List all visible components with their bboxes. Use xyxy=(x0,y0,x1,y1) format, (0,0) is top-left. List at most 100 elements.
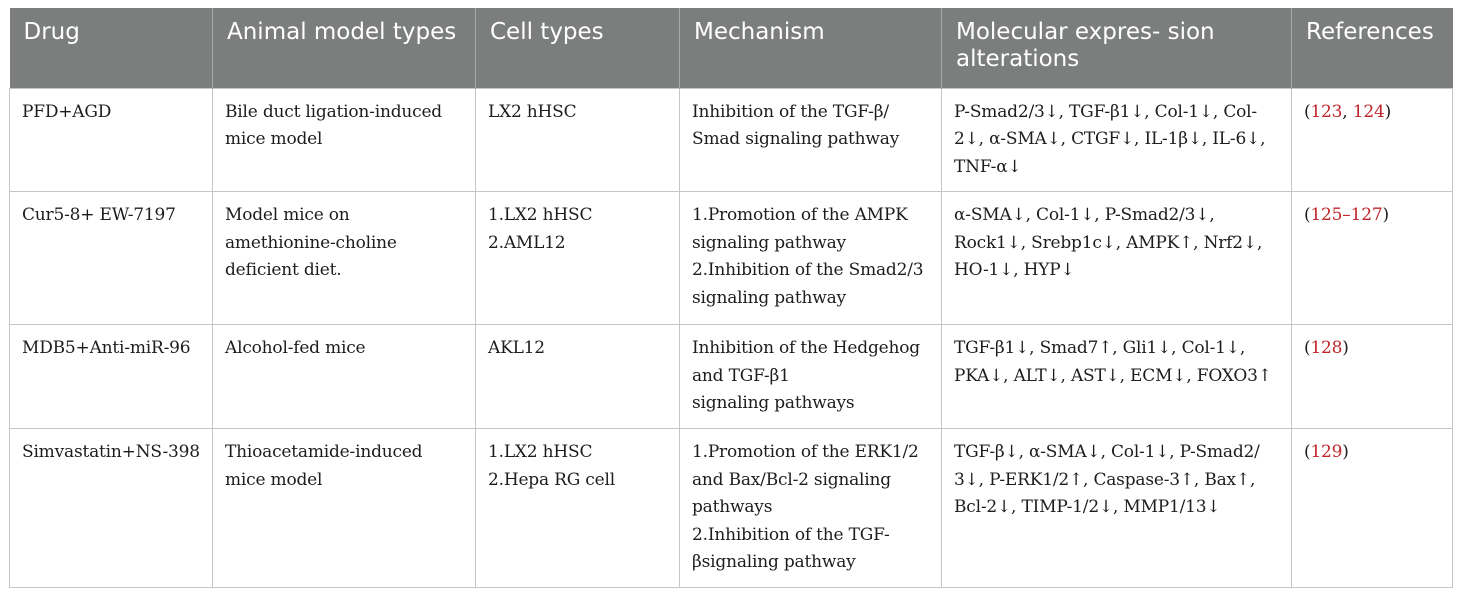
cell-line: 1.Promotion of the AMPK xyxy=(692,205,908,225)
cell-line: mice model xyxy=(225,469,323,490)
cell-line: Inhibition of the TGF-β/ xyxy=(692,101,889,122)
header-line: Cell types xyxy=(490,19,604,45)
cell-line: 2↓, α-SMA↓, CTGF↓, IL-1β↓, IL-6↓, xyxy=(954,129,1266,149)
reference-link[interactable]: 128 xyxy=(1310,338,1343,358)
header-line: Molecular expres- xyxy=(956,19,1161,45)
cell-line: mice model xyxy=(225,129,323,149)
cell-references: (128) xyxy=(1291,324,1453,429)
table-row: Simvastatin+NS-398 Thioacetamide-induced… xyxy=(9,428,1453,588)
cell-molecular-alterations: P-Smad2/3↓, TGF-β1↓, Col-1↓, Col- 2↓, α-… xyxy=(941,87,1292,192)
reference-link[interactable]: 129 xyxy=(1310,442,1343,462)
header-line: Mechanism xyxy=(694,19,825,45)
table-row: Cur5-8+ EW-7197 Model mice on amethionin… xyxy=(9,191,1453,325)
cell-line: signaling pathway xyxy=(692,232,846,253)
cell-cell-types: 1.LX2 hHSC 2.AML12 xyxy=(475,191,680,325)
cell-line: Bile duct ligation-induced xyxy=(225,101,442,122)
cell-line: deficient diet. xyxy=(225,260,342,280)
cell-line: 2.Hepa RG cell xyxy=(488,469,615,490)
cell-animal-model: Model mice on amethionine-choline defici… xyxy=(212,191,476,325)
cell-cell-types: AKL12 xyxy=(475,324,680,429)
table-row: PFD+AGD Bile duct ligation-induced mice … xyxy=(9,87,1453,192)
ref-paren-close: ) xyxy=(1342,338,1349,358)
reference-link[interactable]: 123 xyxy=(1310,101,1343,122)
ref-paren-close: ) xyxy=(1342,442,1349,462)
table-header-row: Drug Animal model types Cell types Mecha… xyxy=(9,8,1453,88)
cell-molecular-alterations: TGF-β1↓, Smad7↑, Gli1↓, Col-1↓, PKA↓, AL… xyxy=(941,324,1292,429)
cell-line: 2.Inhibition of the TGF- xyxy=(692,524,890,545)
cell-line: HO-1↓, HYP↓ xyxy=(954,260,1075,280)
cell-line: Alcohol-fed mice xyxy=(225,338,366,358)
cell-mechanism: 1.Promotion of the AMPK signaling pathwa… xyxy=(679,191,942,325)
cell-references: (125–127) xyxy=(1291,191,1453,325)
cell-line: Bcl-2↓, TIMP-1/2↓, MMP1/13↓ xyxy=(954,497,1221,517)
header-line: Animal xyxy=(227,19,307,45)
cell-line: P-Smad2/3↓, TGF-β1↓, Col-1↓, Col- xyxy=(954,101,1257,122)
cell-drug: Cur5-8+ EW-7197 xyxy=(9,191,213,325)
cell-line: 1.LX2 hHSC xyxy=(488,205,593,225)
cell-line: Model mice on xyxy=(225,205,350,225)
cell-molecular-alterations: TGF-β↓, α-SMA↓, Col-1↓, P-Smad2/ 3↓, P-E… xyxy=(941,428,1292,588)
cell-line: 2.AML12 xyxy=(488,232,566,253)
cell-line: Rock1↓, Srebp1c↓, AMPK↑, Nrf2↓, xyxy=(954,232,1263,253)
header-line: model types xyxy=(313,19,457,45)
header-line: sion alterations xyxy=(956,19,1215,72)
header-line: Drug xyxy=(23,19,80,45)
cell-line: TGF-β↓, α-SMA↓, Col-1↓, P-Smad2/ xyxy=(954,442,1260,462)
header-cell-types: Cell types xyxy=(475,8,680,88)
cell-line: 2.Inhibition of the Smad2/3 xyxy=(692,260,924,280)
header-line: References xyxy=(1306,19,1434,45)
cell-line: Simvastatin+NS-398 xyxy=(22,442,200,462)
header-drug: Drug xyxy=(9,8,213,88)
header-references: References xyxy=(1291,8,1453,88)
cell-animal-model: Bile duct ligation-induced mice model xyxy=(212,87,476,192)
drug-combination-table: Drug Animal model types Cell types Mecha… xyxy=(9,8,1453,588)
cell-line: Inhibition of the Hedgehog xyxy=(692,338,920,358)
ref-paren-open: ( xyxy=(1304,338,1311,358)
cell-mechanism: Inhibition of the Hedgehog and TGF-β1 si… xyxy=(679,324,942,429)
cell-line: PFD+AGD xyxy=(22,101,112,122)
ref-paren-close: ) xyxy=(1382,205,1389,225)
cell-line: 1.Promotion of the ERK1/2 xyxy=(692,442,919,462)
cell-line: TNF-α↓ xyxy=(954,156,1022,177)
reference-link[interactable]: 124 xyxy=(1352,101,1385,122)
cell-line: 3↓, P-ERK1/2↑, Caspase-3↑, Bax↑, xyxy=(954,469,1256,490)
cell-line: AKL12 xyxy=(488,338,545,358)
cell-line: pathways xyxy=(692,497,773,517)
cell-line: MDB5+Anti-miR-96 xyxy=(22,338,191,358)
cell-line: LX2 hHSC xyxy=(488,101,577,122)
cell-line: PKA↓, ALT↓, AST↓, ECM↓, FOXO3↑ xyxy=(954,365,1272,386)
drug-combination-table-container: Drug Animal model types Cell types Mecha… xyxy=(9,8,1453,588)
cell-references: (123, 124) xyxy=(1291,87,1453,192)
cell-line: Cur5-8+ EW-7197 xyxy=(22,205,176,225)
cell-line: amethionine-choline xyxy=(225,232,397,253)
reference-link[interactable]: 125–127 xyxy=(1310,205,1383,225)
cell-line: TGF-β1↓, Smad7↑, Gli1↓, Col-1↓, xyxy=(954,338,1246,358)
cell-drug: PFD+AGD xyxy=(9,87,213,192)
cell-line: and TGF-β1 xyxy=(692,365,790,386)
cell-mechanism: Inhibition of the TGF-β/ Smad signaling … xyxy=(679,87,942,192)
cell-drug: MDB5+Anti-miR-96 xyxy=(9,324,213,429)
header-mechanism: Mechanism xyxy=(679,8,942,88)
cell-drug: Simvastatin+NS-398 xyxy=(9,428,213,588)
cell-line: βsignaling pathway xyxy=(692,552,856,572)
cell-mechanism: 1.Promotion of the ERK1/2 and Bax/Bcl-2 … xyxy=(679,428,942,588)
cell-line: Thioacetamide-induced xyxy=(225,442,423,462)
cell-animal-model: Alcohol-fed mice xyxy=(212,324,476,429)
header-molecular-expression-alterations: Molecular expres- sion alterations xyxy=(941,8,1292,88)
ref-paren-open: ( xyxy=(1304,442,1311,462)
ref-paren-open: ( xyxy=(1304,101,1311,122)
header-animal-model-types: Animal model types xyxy=(212,8,476,88)
cell-line: and Bax/Bcl-2 signaling xyxy=(692,469,891,490)
ref-paren-close: ) xyxy=(1384,101,1392,122)
table-row: MDB5+Anti-miR-96 Alcohol-fed mice AKL12 … xyxy=(9,324,1453,429)
cell-line: 1.LX2 hHSC xyxy=(488,442,593,462)
cell-line: signaling pathways xyxy=(692,393,855,413)
cell-line: signaling pathway xyxy=(692,287,846,308)
cell-molecular-alterations: α-SMA↓, Col-1↓, P-Smad2/3↓, Rock1↓, Sreb… xyxy=(941,191,1292,325)
ref-paren-open: ( xyxy=(1304,205,1311,225)
cell-cell-types: LX2 hHSC xyxy=(475,87,680,192)
cell-cell-types: 1.LX2 hHSC 2.Hepa RG cell xyxy=(475,428,680,588)
cell-references: (129) xyxy=(1291,428,1453,588)
cell-line: α-SMA↓, Col-1↓, P-Smad2/3↓, xyxy=(954,205,1215,225)
cell-line: Smad signaling pathway xyxy=(692,129,900,149)
